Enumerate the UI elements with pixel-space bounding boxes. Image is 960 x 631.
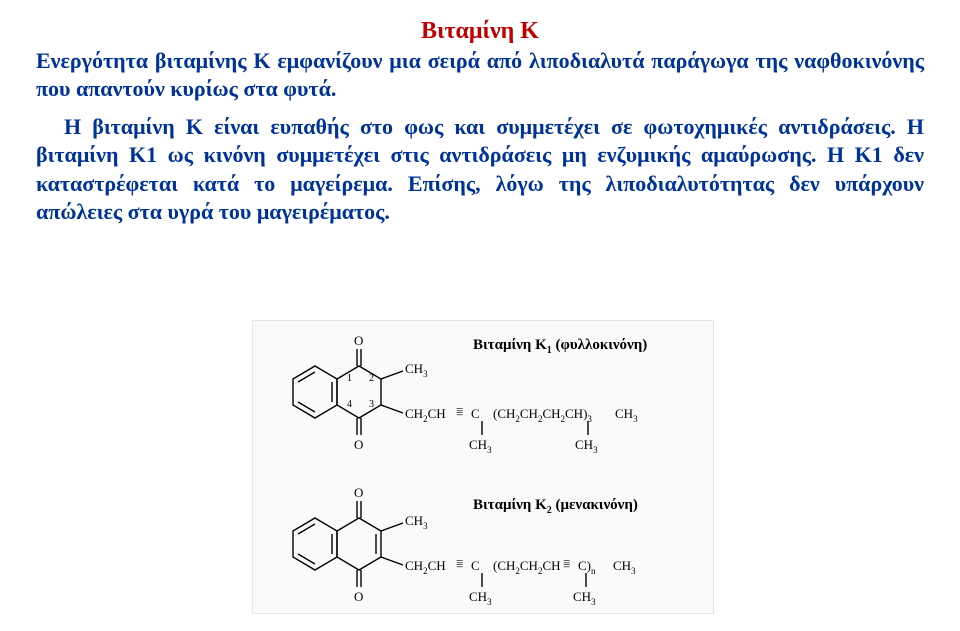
- svg-text:O: O: [354, 589, 363, 604]
- svg-text:C: C: [471, 406, 480, 421]
- paragraph-1: Ενεργότητα βιταμίνης Κ εμφανίζουν μια σε…: [36, 47, 924, 103]
- svg-text:=: =: [456, 402, 463, 417]
- svg-text:CH3: CH3: [613, 558, 636, 576]
- document-page: Βιταμίνη Κ Ενεργότητα βιταμίνης Κ εμφανί…: [0, 0, 960, 631]
- svg-text:CH3: CH3: [615, 406, 638, 424]
- svg-text:CH3: CH3: [405, 513, 428, 531]
- svg-text:1: 1: [347, 373, 352, 384]
- svg-text:CH3: CH3: [573, 589, 596, 607]
- svg-text:CH3: CH3: [405, 361, 428, 379]
- svg-text:CH3: CH3: [469, 589, 492, 607]
- svg-text:CH3: CH3: [469, 437, 492, 455]
- svg-text:O: O: [354, 437, 363, 452]
- structure-k1: [293, 349, 588, 435]
- svg-text:CH2CH: CH2CH: [405, 406, 446, 424]
- chemistry-svg: O O 1 2 3 4 CH3 CH2CH = = C (CH2CH2CH2CH…: [253, 321, 713, 613]
- svg-text:2: 2: [369, 373, 374, 384]
- caption-k1: Βιταμίνη Κ1 (φυλλοκινόνη): [473, 337, 647, 356]
- page-title: Βιταμίνη Κ: [36, 18, 924, 45]
- paragraph-2: Η βιταμίνη Κ είναι ευπαθής στο φως και σ…: [36, 113, 924, 226]
- caption-k2: Βιταμίνη Κ2 (μενακινόνη): [473, 497, 638, 516]
- svg-text:O: O: [354, 485, 363, 500]
- svg-text:=: =: [563, 554, 570, 569]
- svg-text:3: 3: [369, 399, 374, 410]
- svg-text:(CH2CH2CH: (CH2CH2CH: [493, 558, 561, 576]
- svg-text:C: C: [471, 558, 480, 573]
- svg-text:CH2CH: CH2CH: [405, 558, 446, 576]
- svg-text:=: =: [456, 554, 463, 569]
- svg-text:4: 4: [347, 399, 352, 410]
- svg-text:(CH2CH2CH2CH)3: (CH2CH2CH2CH)3: [493, 406, 592, 424]
- svg-text:O: O: [354, 333, 363, 348]
- chemistry-figure: O O 1 2 3 4 CH3 CH2CH = = C (CH2CH2CH2CH…: [252, 320, 714, 614]
- svg-text:CH3: CH3: [575, 437, 598, 455]
- svg-text:C)n: C)n: [578, 558, 596, 576]
